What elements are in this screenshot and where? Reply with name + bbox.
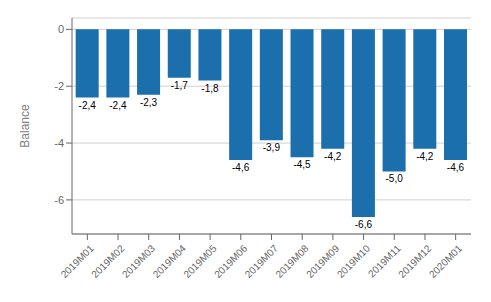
svg-text:-6: -6	[54, 194, 64, 206]
svg-text:Balance: Balance	[18, 104, 32, 148]
svg-text:-6,6: -6,6	[355, 219, 373, 230]
svg-text:-4,5: -4,5	[293, 159, 311, 170]
svg-text:2019M04: 2019M04	[150, 242, 188, 280]
svg-text:2019M05: 2019M05	[181, 242, 219, 280]
svg-text:2019M06: 2019M06	[212, 242, 250, 280]
svg-text:0: 0	[58, 23, 64, 35]
svg-text:-2,3: -2,3	[140, 97, 158, 108]
svg-text:2019M11: 2019M11	[366, 242, 403, 280]
svg-text:-5,0: -5,0	[385, 173, 403, 184]
svg-text:2019M10: 2019M10	[335, 242, 373, 280]
svg-text:-1,7: -1,7	[171, 80, 189, 91]
svg-text:-4,6: -4,6	[447, 162, 465, 173]
svg-text:2020M01: 2020M01	[427, 242, 465, 280]
svg-text:2019M09: 2019M09	[304, 242, 342, 280]
svg-text:-2,4: -2,4	[79, 100, 97, 111]
svg-text:-3,9: -3,9	[263, 142, 281, 153]
svg-text:2019M03: 2019M03	[119, 242, 158, 280]
svg-text:-4,2: -4,2	[324, 151, 342, 162]
svg-text:-4,6: -4,6	[232, 162, 250, 173]
svg-text:2019M01: 2019M01	[58, 242, 96, 280]
svg-text:-2: -2	[54, 80, 64, 92]
svg-text:2019M08: 2019M08	[273, 242, 311, 280]
svg-text:-2,4: -2,4	[109, 100, 127, 111]
svg-text:-4,2: -4,2	[416, 151, 434, 162]
svg-text:-1,8: -1,8	[201, 83, 219, 94]
svg-text:2019M02: 2019M02	[89, 242, 127, 280]
svg-text:-4: -4	[54, 137, 64, 149]
svg-text:2019M07: 2019M07	[242, 242, 280, 280]
svg-text:2019M12: 2019M12	[396, 242, 434, 280]
